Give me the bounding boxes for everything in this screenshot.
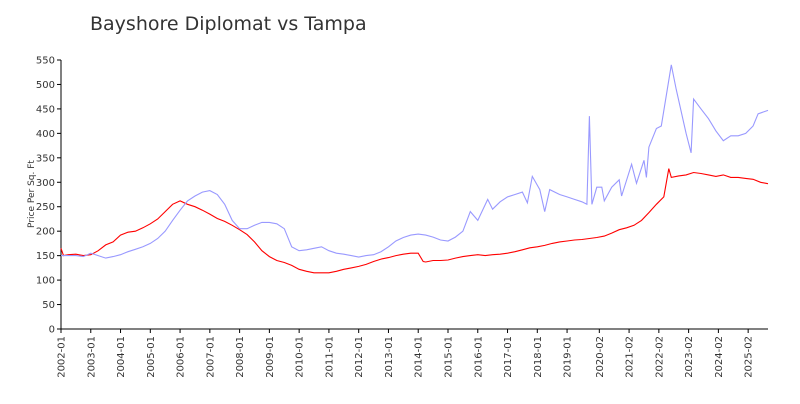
x-tick-label: 2025-02 [744, 336, 755, 378]
x-tick-label: 2010-01 [295, 336, 306, 378]
x-tick-label: 2022-02 [654, 336, 665, 378]
x-tick-label: 2011-01 [324, 336, 335, 378]
y-tick-label: 250 [36, 202, 55, 213]
y-tick-label: 550 [36, 56, 55, 67]
x-tick-label: 2015-01 [443, 336, 454, 378]
y-tick-label: 300 [36, 178, 55, 189]
y-tick-label: 0 [49, 325, 55, 336]
x-tick-label: 2008-01 [235, 336, 246, 378]
x-tick-label: 2004-01 [116, 336, 127, 378]
x-tick-label: 2020-02 [595, 336, 606, 378]
x-tick-label: 2013-01 [384, 336, 395, 378]
x-tick-label: 2003-01 [86, 336, 97, 378]
y-tick-label: 50 [42, 300, 55, 311]
x-tick-label: 2002-01 [57, 336, 68, 378]
y-tick-label: 350 [36, 153, 55, 164]
x-tick-label: 2024-02 [714, 336, 725, 378]
series-line [61, 64, 769, 259]
y-axis-label: Price Per Sq. Ft [27, 160, 37, 228]
x-tick-label: 2018-01 [533, 336, 544, 378]
x-tick-label: 2012-01 [354, 336, 365, 378]
chart-title: Bayshore Diplomat vs Tampa [90, 13, 367, 35]
x-tick-label: 2006-01 [176, 336, 187, 378]
x-tick-label: 2009-01 [265, 336, 276, 378]
y-tick-label: 100 [36, 276, 55, 287]
y-tick-label: 450 [36, 104, 55, 115]
series-line [60, 168, 769, 274]
x-tick-label: 2007-01 [205, 336, 216, 378]
x-tick-label: 2019-01 [563, 336, 574, 378]
x-tick-label: 2023-02 [684, 336, 695, 378]
x-tick-label: 2021-02 [625, 336, 636, 378]
x-tick-label: 2017-01 [503, 336, 514, 378]
y-tick-label: 150 [36, 251, 55, 262]
x-tick-label: 2016-01 [473, 336, 484, 378]
y-tick-label: 500 [36, 80, 55, 91]
x-tick-label: 2014-01 [414, 336, 425, 378]
y-tick-label: 200 [36, 227, 55, 238]
y-tick-label: 400 [36, 129, 55, 140]
x-tick-label: 2005-01 [146, 336, 157, 378]
